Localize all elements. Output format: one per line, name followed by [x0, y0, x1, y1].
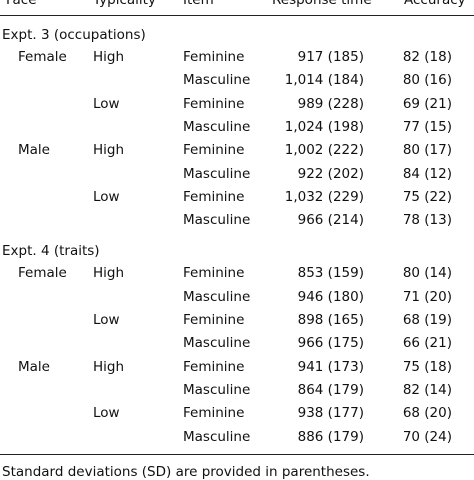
header-rule — [0, 15, 474, 16]
typicality-cell: Low — [93, 95, 120, 112]
face-cell: Female — [18, 49, 67, 65]
typicality-cell: Low — [93, 312, 120, 328]
accuracy-cell: 80 (14) — [402, 265, 452, 282]
response-time-cell: 941 (173) — [297, 358, 364, 375]
item-cell: Feminine — [183, 358, 245, 375]
item-cell: Masculine — [183, 72, 251, 89]
response-time-cell: 1,014 (184) — [284, 72, 364, 89]
item-cell: Masculine — [183, 165, 251, 182]
accuracy-cell: 68 (19) — [402, 312, 452, 328]
typicality-cell: High — [93, 358, 125, 375]
response-time-cell: 989 (228) — [297, 95, 364, 112]
response-time-cell: 1,024 (198) — [284, 118, 364, 135]
item-cell: Feminine — [183, 312, 245, 328]
typicality-cell: Low — [93, 405, 120, 422]
accuracy-cell: 84 (12) — [402, 165, 452, 182]
response-time-cell: 966 (214) — [297, 212, 364, 229]
typicality-cell: High — [93, 49, 125, 65]
item-cell: Feminine — [183, 265, 245, 282]
section-title: Expt. 3 (occupations) — [2, 27, 146, 43]
item-cell: Masculine — [183, 212, 251, 229]
section-title: Expt. 4 (traits) — [2, 243, 100, 260]
header-response-time: Response time — [272, 0, 372, 8]
response-time-cell: 1,002 (222) — [284, 142, 364, 159]
item-cell: Feminine — [183, 49, 245, 65]
response-time-cell: 917 (185) — [297, 49, 364, 65]
accuracy-cell: 68 (20) — [402, 405, 452, 422]
response-time-cell: 966 (175) — [297, 335, 364, 352]
item-cell: Feminine — [183, 405, 245, 422]
table-footnote: Standard deviations (SD) are provided in… — [2, 464, 370, 480]
response-time-cell: 853 (159) — [297, 265, 364, 282]
accuracy-cell: 70 (24) — [402, 428, 452, 445]
typicality-cell: High — [93, 142, 125, 159]
accuracy-cell: 82 (18) — [402, 49, 452, 65]
accuracy-cell: 78 (13) — [402, 212, 452, 229]
header-typicality: Typicality — [93, 0, 156, 8]
accuracy-cell: 71 (20) — [402, 288, 452, 305]
header-item: Item — [183, 0, 214, 8]
bottom-rule — [0, 454, 474, 455]
item-cell: Masculine — [183, 381, 251, 398]
face-cell: Male — [18, 358, 50, 375]
accuracy-cell: 77 (15) — [402, 118, 452, 135]
response-time-cell: 1,032 (229) — [284, 188, 364, 205]
item-cell: Masculine — [183, 118, 251, 135]
accuracy-cell: 66 (21) — [402, 335, 452, 352]
response-time-cell: 922 (202) — [297, 165, 364, 182]
response-time-cell: 946 (180) — [297, 288, 364, 305]
accuracy-cell: 75 (22) — [402, 188, 452, 205]
response-time-cell: 864 (179) — [297, 381, 364, 398]
accuracy-cell: 69 (21) — [402, 95, 452, 112]
response-time-cell: 938 (177) — [297, 405, 364, 422]
accuracy-cell: 82 (14) — [402, 381, 452, 398]
item-cell: Feminine — [183, 95, 245, 112]
header-face: Face — [6, 0, 37, 8]
header-accuracy: Accuracy — [404, 0, 466, 8]
item-cell: Masculine — [183, 335, 251, 352]
accuracy-cell: 80 (16) — [402, 72, 452, 89]
typicality-cell: Low — [93, 188, 120, 205]
response-time-cell: 898 (165) — [297, 312, 364, 328]
item-cell: Feminine — [183, 142, 245, 159]
response-time-cell: 886 (179) — [297, 428, 364, 445]
item-cell: Feminine — [183, 188, 245, 205]
accuracy-cell: 80 (17) — [402, 142, 452, 159]
item-cell: Masculine — [183, 428, 251, 445]
face-cell: Male — [18, 142, 50, 159]
typicality-cell: High — [93, 265, 125, 282]
accuracy-cell: 75 (18) — [402, 358, 452, 375]
item-cell: Masculine — [183, 288, 251, 305]
face-cell: Female — [18, 265, 67, 282]
